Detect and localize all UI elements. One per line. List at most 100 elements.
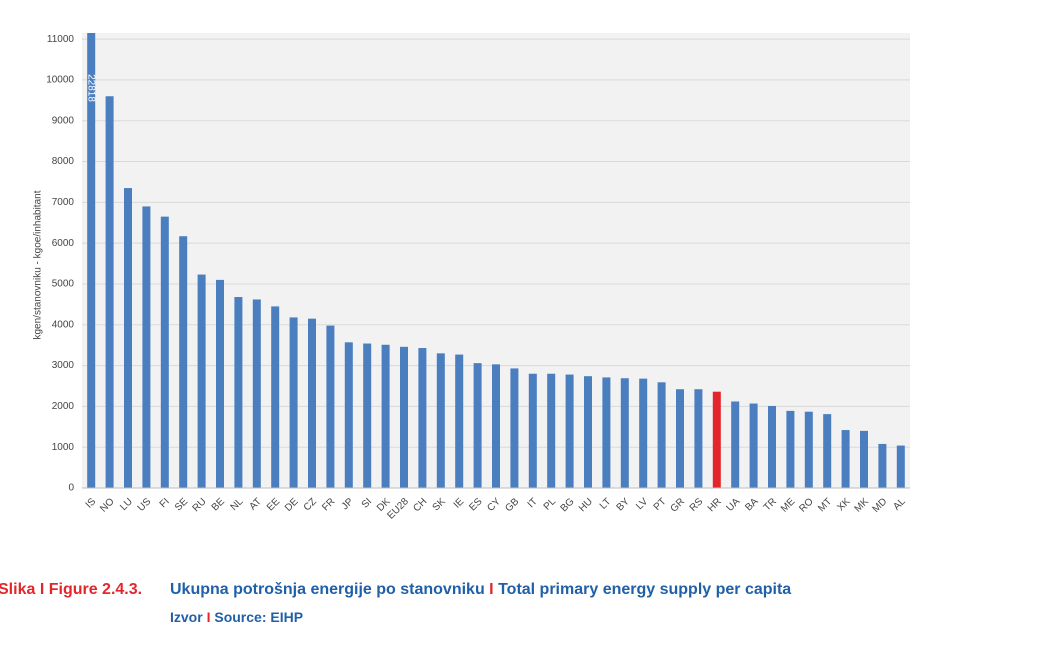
bar [804,411,813,488]
x-tick-label: CZ [302,496,319,513]
x-tick-label: CY [485,496,503,514]
separator: I [489,581,493,598]
x-tick-label: UA [725,496,743,514]
figure-source: Izvor I Source: EIHP [170,609,303,625]
x-tick-label: AL [891,496,908,513]
bar [271,306,280,488]
bar [289,317,298,488]
bar [363,343,372,488]
bar [381,344,390,488]
x-tick-label: LV [634,496,650,512]
y-tick-label: 5000 [52,279,75,290]
source-hr: Izvor [170,609,203,625]
x-tick-label: BA [743,496,760,513]
bar [768,405,776,488]
bar [620,378,629,488]
bar [418,348,427,488]
y-tick-label: 6000 [52,238,75,249]
y-tick-label: 10000 [46,75,74,86]
bar [142,206,151,488]
bar [124,188,132,488]
bar [528,373,537,488]
x-tick-label: PL [542,496,559,513]
bar [252,299,261,488]
bar [786,410,795,488]
x-tick-label: RS [688,496,706,514]
x-tick-label: BY [615,496,632,513]
x-tick-label: IT [526,496,540,510]
bar [565,374,574,488]
bar [584,376,592,488]
bar [308,318,316,488]
bar [547,373,556,488]
x-tick-label: BG [559,496,577,514]
x-tick-label: CH [411,496,429,514]
bar [731,401,740,488]
x-tick-label: NO [98,496,117,515]
x-tick-label: TR [762,496,779,513]
bar [400,346,408,488]
separator: I [40,581,44,598]
y-tick-label: 11000 [47,34,75,45]
title-hr: Ukupna potrošnja energije po stanovniku [170,581,485,598]
figure-label: Slika I Figure 2.4.3. [0,581,142,598]
x-tick-label: DE [283,496,301,514]
x-tick-label: MD [871,496,890,515]
title-en: Total primary energy supply per capita [498,581,791,598]
bar [473,363,482,488]
x-tick-label: IE [452,496,467,511]
x-tick-label: EE [265,496,282,513]
bar [326,325,335,488]
bar [841,430,850,488]
label-hr: Slika [0,581,35,598]
bar [234,297,243,488]
bar [160,216,169,488]
source-en: Source: EIHP [214,609,303,625]
bar [216,279,224,488]
x-tick-label: SK [431,496,448,513]
x-tick-label: PT [652,496,669,513]
x-tick-label: EU28 [386,496,412,522]
bar [676,389,684,488]
label-en: Figure 2.4.3. [49,581,142,598]
bar [436,353,445,488]
y-tick-label: 3000 [52,360,75,371]
bar [197,274,206,488]
x-tick-label: RO [797,496,816,515]
bar [896,445,905,488]
figure-title: Ukupna potrošnja energije po stanovniku … [170,581,791,598]
x-tick-label: NL [229,496,246,513]
x-tick-label: BE [210,496,227,513]
x-tick-label: SE [173,496,190,513]
y-tick-label: 4000 [52,319,75,330]
bar [179,236,188,488]
bar [344,342,353,488]
bar [492,364,500,488]
y-tick-label: 7000 [52,197,75,208]
bar [639,378,648,488]
bar [823,414,832,488]
x-tick-label: XK [835,496,852,513]
x-tick-label: ES [467,496,484,513]
bar [860,430,868,488]
bar [87,33,96,488]
bar [712,391,721,488]
x-tick-label: MK [853,496,872,515]
bar [694,389,703,488]
x-tick-label: IS [84,496,99,511]
x-tick-label: HU [577,496,595,514]
x-tick-label: LT [598,496,614,512]
x-tick-label: HR [706,496,724,514]
x-tick-label: SI [360,496,374,510]
y-tick-label: 2000 [52,401,75,412]
bar [510,368,519,488]
y-tick-label: 8000 [52,156,75,167]
data-label: 22818 [86,74,97,102]
x-tick-label: US [136,496,154,514]
separator: I [207,609,211,625]
bar [749,403,758,488]
x-tick-label: FI [158,496,172,510]
bar [878,443,887,488]
bar [602,377,611,488]
